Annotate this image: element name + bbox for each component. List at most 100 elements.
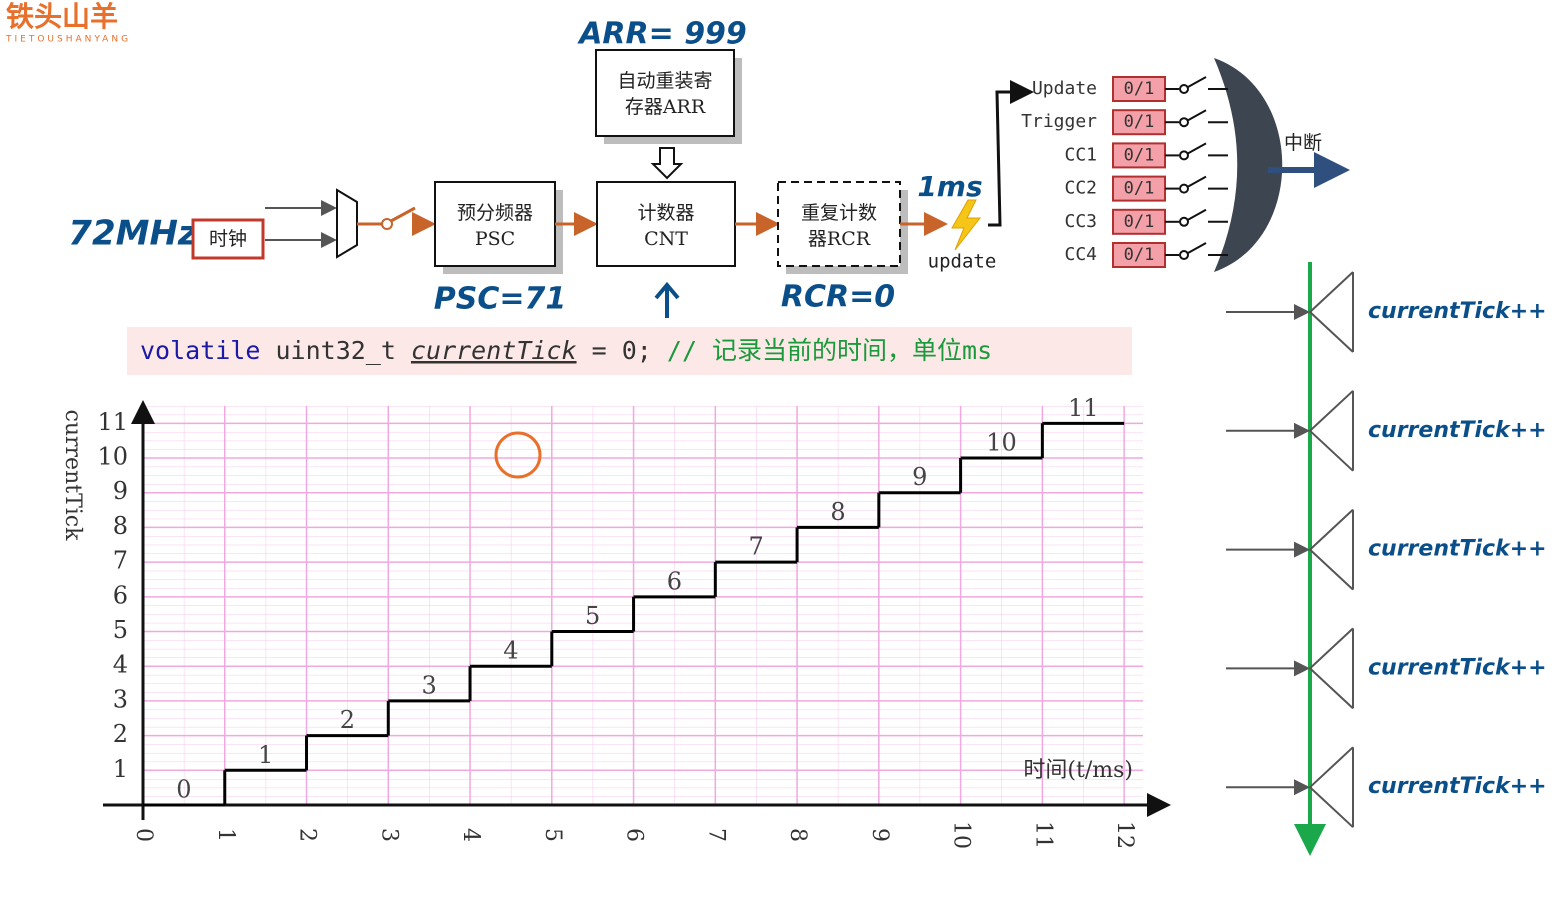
x-axis-label: 时间(t/ms) (1023, 758, 1133, 783)
psc-line2: PSC (475, 228, 515, 250)
flag: 0/1 (1124, 79, 1155, 99)
x-tick-label: 7 (703, 828, 728, 842)
cnt-line2: CNT (644, 228, 688, 250)
y-tick-label: 3 (113, 685, 128, 713)
event-shape (1308, 746, 1354, 828)
rcr-value: RCR=0 (781, 280, 895, 315)
x-tick-label: 12 (1112, 821, 1137, 849)
event-shape (1308, 627, 1354, 710)
flag-box (1112, 208, 1166, 235)
or-gate (1214, 58, 1283, 272)
code-keyword: volatile (140, 336, 260, 365)
switch (381, 218, 393, 230)
clock-label: 时钟 (209, 228, 247, 250)
switch (1187, 142, 1207, 155)
data-label: 11 (1068, 394, 1099, 422)
clock-box (191, 218, 265, 260)
y-tick-label: 4 (113, 651, 128, 679)
mux (336, 188, 358, 259)
y-tick-label: 11 (97, 408, 128, 436)
rcr-box (777, 181, 901, 267)
x-tick-label: 6 (622, 828, 647, 842)
arr-line1: 自动重装寄 (617, 70, 712, 92)
x-tick-label: 5 (540, 828, 565, 842)
x-tick-label: 10 (949, 821, 974, 849)
cnt-line1: 计数器 (637, 202, 694, 224)
psc-value: PSC=71 (434, 282, 567, 317)
data-label: 7 (749, 533, 764, 561)
data-label: 4 (503, 637, 518, 665)
flag: 0/1 (1124, 112, 1155, 132)
flag: 0/1 (1124, 245, 1155, 265)
event-label: currentTick++ (1368, 537, 1547, 562)
minor-grid (143, 406, 1143, 805)
update-label: update (928, 251, 997, 273)
arr-line2: 存器ARR (625, 96, 706, 118)
cursor-ring (494, 431, 542, 479)
y-tick-label: 6 (113, 581, 128, 609)
psc-box (434, 181, 556, 267)
y-tick-label: 1 (113, 755, 128, 783)
rcr-line1: 重复计数 (801, 202, 877, 224)
event-shape (1308, 508, 1354, 591)
logo-sub: TIETOUSHANYANG (5, 35, 131, 45)
feedback (988, 80, 1034, 227)
data-label: 1 (258, 741, 273, 769)
event-shape (1308, 390, 1354, 472)
up-arrow (654, 281, 680, 318)
event-label: currentTick++ (1368, 655, 1547, 680)
signal-name: CC1 (1064, 144, 1097, 165)
event-label: currentTick++ (1368, 418, 1547, 443)
code-var: currentTick (411, 336, 577, 365)
switch (1179, 183, 1189, 194)
code-line: volatile uint32_t currentTick = 0; // 记录… (140, 336, 992, 365)
switch (390, 206, 416, 223)
code-assign: = 0; (592, 336, 652, 365)
rcr-line2: 器RCR (808, 228, 871, 250)
x-tick-label: 3 (376, 828, 401, 842)
x-tick-label: 0 (131, 828, 156, 842)
y-tick-label: 10 (97, 443, 128, 471)
signal-name: Trigger (1021, 111, 1097, 132)
signal-name: CC4 (1064, 244, 1097, 265)
data-label: 10 (986, 429, 1017, 457)
arr-box (595, 49, 735, 137)
y-tick-label: 8 (113, 512, 128, 540)
data-label: 9 (912, 463, 927, 491)
y-tick-label: 7 (113, 547, 128, 575)
flag-box (1112, 76, 1166, 102)
signal-name: CC3 (1064, 211, 1097, 232)
signal-name: CC2 (1064, 178, 1097, 199)
period: 1ms (917, 170, 982, 203)
switch (1179, 84, 1189, 94)
data-label: 3 (422, 671, 437, 699)
signal-name: Update (1032, 78, 1097, 99)
x-tick-label: 4 (458, 828, 483, 842)
x-tick-label: 9 (867, 828, 892, 842)
flag-box (1112, 109, 1166, 136)
x-tick-label: 8 (785, 828, 810, 842)
code-bg (127, 327, 1132, 375)
switch (1187, 175, 1207, 188)
switch (1187, 76, 1207, 88)
switch (1187, 208, 1207, 221)
x-tick-label: 1 (213, 828, 238, 842)
arr-value: ARR= 999 (577, 17, 747, 52)
x-tick-label: 2 (295, 828, 320, 842)
interrupt: 中断 (1284, 132, 1322, 154)
switch (1179, 117, 1189, 128)
switch (1187, 109, 1207, 122)
y-tick-label: 2 (113, 720, 128, 748)
flag: 0/1 (1124, 179, 1155, 199)
psc-line1: 预分频器 (457, 202, 533, 224)
event-label: currentTick++ (1368, 299, 1547, 324)
y-tick-label: 5 (113, 616, 128, 644)
event-shape (1308, 271, 1354, 353)
switch (1187, 242, 1207, 254)
data-label: 6 (667, 567, 682, 595)
data-label: 5 (585, 602, 600, 630)
y-tick-label: 9 (113, 477, 128, 505)
flag: 0/1 (1124, 212, 1155, 232)
cnt-box (596, 181, 736, 267)
